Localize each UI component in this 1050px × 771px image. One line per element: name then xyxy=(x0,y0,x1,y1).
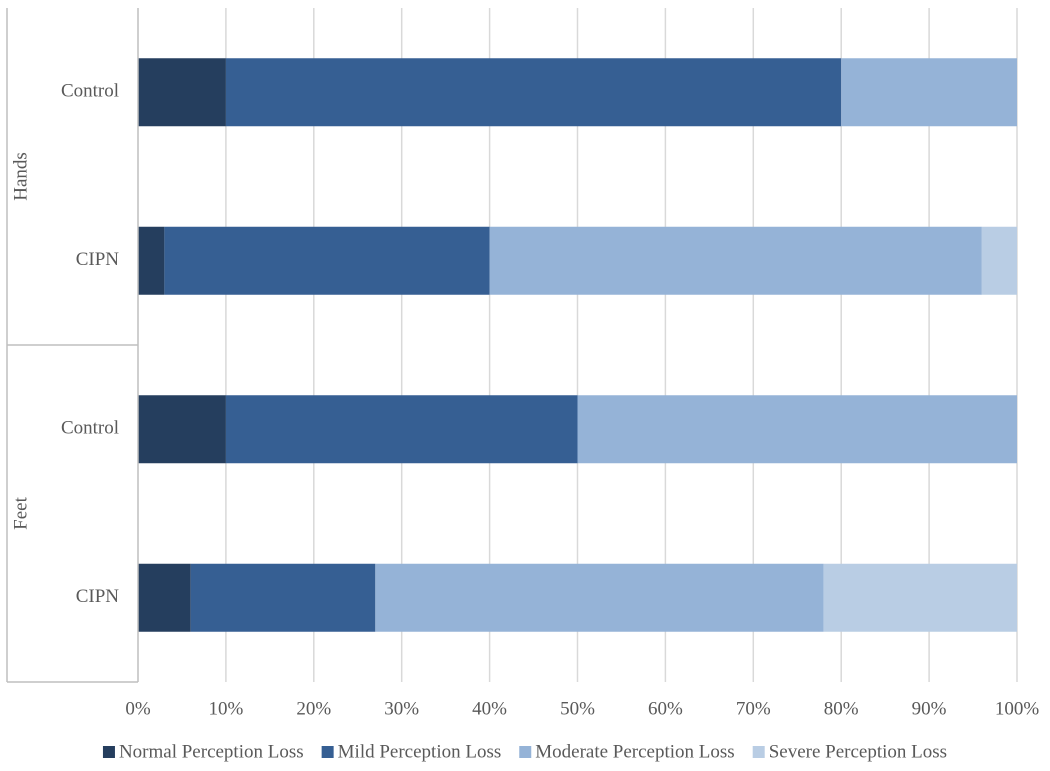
bar-segment xyxy=(489,226,982,295)
x-tick-label: 10% xyxy=(208,698,243,719)
bar-segment xyxy=(823,563,1017,632)
bar-segment xyxy=(138,563,191,632)
bar-segment xyxy=(138,226,165,295)
x-tick-label: 60% xyxy=(648,698,683,719)
bar-segment xyxy=(164,226,490,295)
y-category-label: CIPN xyxy=(76,249,120,270)
bar-segment xyxy=(138,58,226,127)
legend-label: Severe Perception Loss xyxy=(769,741,947,762)
bar-segment xyxy=(190,563,376,632)
x-tick-label: 20% xyxy=(296,698,331,719)
bar-segment xyxy=(375,563,824,632)
x-tick-label: 0% xyxy=(125,698,151,719)
x-tick-label: 100% xyxy=(995,698,1040,719)
bar-segment xyxy=(225,58,842,127)
y-category-label: Control xyxy=(61,81,119,102)
legend-swatch xyxy=(752,746,765,758)
legend-label: Mild Perception Loss xyxy=(338,741,502,762)
legend-label: Normal Perception Loss xyxy=(119,741,304,762)
legend-label: Moderate Perception Loss xyxy=(535,741,734,762)
bar-segment xyxy=(841,58,1017,127)
y-category-label: CIPN xyxy=(76,586,120,607)
bar-segment xyxy=(225,395,578,464)
x-tick-label: 40% xyxy=(472,698,507,719)
bar-segment xyxy=(981,226,1017,295)
legend-swatch xyxy=(321,746,334,758)
group-label: Feet xyxy=(10,496,31,529)
bar-segment xyxy=(138,395,226,464)
x-tick-label: 30% xyxy=(384,698,419,719)
group-label: Hands xyxy=(10,152,31,201)
legend-swatch xyxy=(519,746,532,758)
y-category-label: Control xyxy=(61,418,119,439)
bar-segment xyxy=(577,395,1017,464)
x-tick-label: 80% xyxy=(824,698,859,719)
x-tick-label: 70% xyxy=(736,698,771,719)
x-tick-label: 90% xyxy=(912,698,947,719)
x-tick-label: 50% xyxy=(560,698,595,719)
legend-swatch xyxy=(102,746,115,758)
